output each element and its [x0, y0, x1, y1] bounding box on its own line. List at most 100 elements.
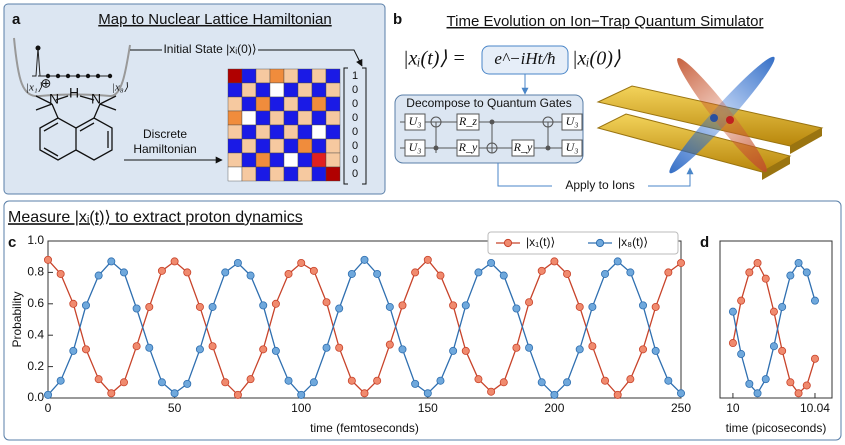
- matrix-cell: [311, 124, 327, 140]
- vector-entry: 0: [352, 154, 358, 166]
- y-axis-label: Probability: [10, 291, 24, 347]
- data-point: [769, 342, 778, 351]
- y-tick-label: 0.4: [27, 327, 44, 341]
- data-point: [69, 299, 78, 308]
- vector-entry: 0: [352, 126, 358, 138]
- data-point: [284, 269, 293, 278]
- data-point: [271, 299, 280, 308]
- matrix-cell: [297, 138, 313, 154]
- data-point: [575, 302, 584, 311]
- matrix-cell: [311, 110, 327, 126]
- data-point: [94, 375, 103, 384]
- matrix-cell: [269, 68, 285, 84]
- matrix-cell: [311, 152, 327, 168]
- data-point: [119, 378, 128, 387]
- vector-entry: 0: [352, 140, 358, 152]
- panel-a: a Map to Nuclear Lattice Hamiltonian |x₁…: [3, 3, 386, 195]
- data-point: [778, 302, 787, 311]
- data-point: [613, 390, 622, 399]
- data-point: [525, 343, 534, 352]
- data-point: [347, 376, 356, 385]
- data-point: [107, 257, 116, 266]
- lattice-sites: [35, 45, 113, 79]
- data-point: [208, 342, 217, 351]
- panel-label: c: [8, 234, 16, 251]
- data-point: [761, 375, 770, 384]
- matrix-cell: [227, 96, 243, 112]
- data-point: [601, 269, 610, 278]
- data-point: [525, 298, 534, 307]
- data-point: [664, 376, 673, 385]
- matrix-cell: [255, 152, 271, 168]
- data-point: [626, 375, 635, 384]
- atom: N: [91, 91, 101, 107]
- data-point: [69, 346, 78, 355]
- matrix-cell: [283, 110, 299, 126]
- data-point: [786, 378, 795, 387]
- legend-label: |x₁(t)⟩: [526, 235, 555, 249]
- matrix-cell: [269, 82, 285, 98]
- x-axis-label: time (femtoseconds): [310, 421, 419, 435]
- circuit-box: [394, 94, 584, 164]
- data-point: [639, 345, 648, 354]
- data-point: [170, 389, 179, 398]
- gate-label: U₃: [566, 140, 579, 154]
- data-point: [778, 346, 787, 355]
- data-point: [132, 304, 141, 313]
- data-point: [195, 345, 204, 354]
- data-point: [259, 345, 268, 354]
- gate-label: U₃: [409, 140, 422, 154]
- data-point: [157, 266, 166, 275]
- data-point: [461, 301, 470, 310]
- molecule: [35, 95, 117, 161]
- legend-marker: [503, 238, 513, 248]
- charts: c 0.0 0.2 0.4 0.6 0.8 1.0 0 50 100 150 200 250 Probab…: [8, 231, 833, 435]
- data-point: [613, 257, 622, 266]
- data-point: [347, 269, 356, 278]
- matrix-cell: [269, 138, 285, 154]
- y-tick-label: 1.0: [27, 233, 44, 247]
- matrix-cell: [325, 82, 341, 98]
- matrix-cell: [269, 124, 285, 140]
- gate-label: R_z: [458, 114, 477, 128]
- data-point: [802, 381, 811, 390]
- arrow: [258, 49, 363, 67]
- matrix-cell: [241, 68, 257, 84]
- data-point: [56, 376, 65, 385]
- site-label: |x₁⟩: [26, 82, 43, 94]
- matrix-cell: [311, 82, 327, 98]
- data-point: [745, 379, 754, 388]
- data-point: [208, 302, 217, 311]
- data-point: [753, 389, 762, 398]
- matrix-cell: [227, 82, 243, 98]
- data-point: [563, 269, 572, 278]
- label-bg: [552, 178, 648, 194]
- data-point: [550, 257, 559, 266]
- data-point: [737, 350, 746, 359]
- data-point: [449, 301, 458, 310]
- legend-label: |x₈(t)⟩: [618, 235, 648, 249]
- data-point: [436, 271, 445, 280]
- data-point: [322, 298, 331, 307]
- data-point: [145, 343, 154, 352]
- legend-marker: [595, 238, 605, 248]
- data-point: [259, 301, 268, 310]
- vector-entry: 1: [352, 70, 358, 82]
- data-point: [512, 304, 521, 313]
- data-point: [436, 376, 445, 385]
- y-tick-label: 0.0: [27, 390, 44, 404]
- x-axis-label: time (picoseconds): [726, 421, 827, 435]
- data-point: [423, 389, 432, 398]
- data-point: [639, 301, 648, 310]
- data-point: [195, 302, 204, 311]
- matrix-cell: [325, 68, 341, 84]
- data-point: [360, 389, 369, 398]
- data-point: [157, 378, 166, 387]
- gate-label: R_y: [513, 140, 533, 154]
- matrix-cell: [311, 138, 327, 154]
- matrix-cell: [283, 138, 299, 154]
- data-point: [360, 255, 369, 264]
- matrix-cell: [269, 96, 285, 112]
- data-point: [309, 266, 318, 275]
